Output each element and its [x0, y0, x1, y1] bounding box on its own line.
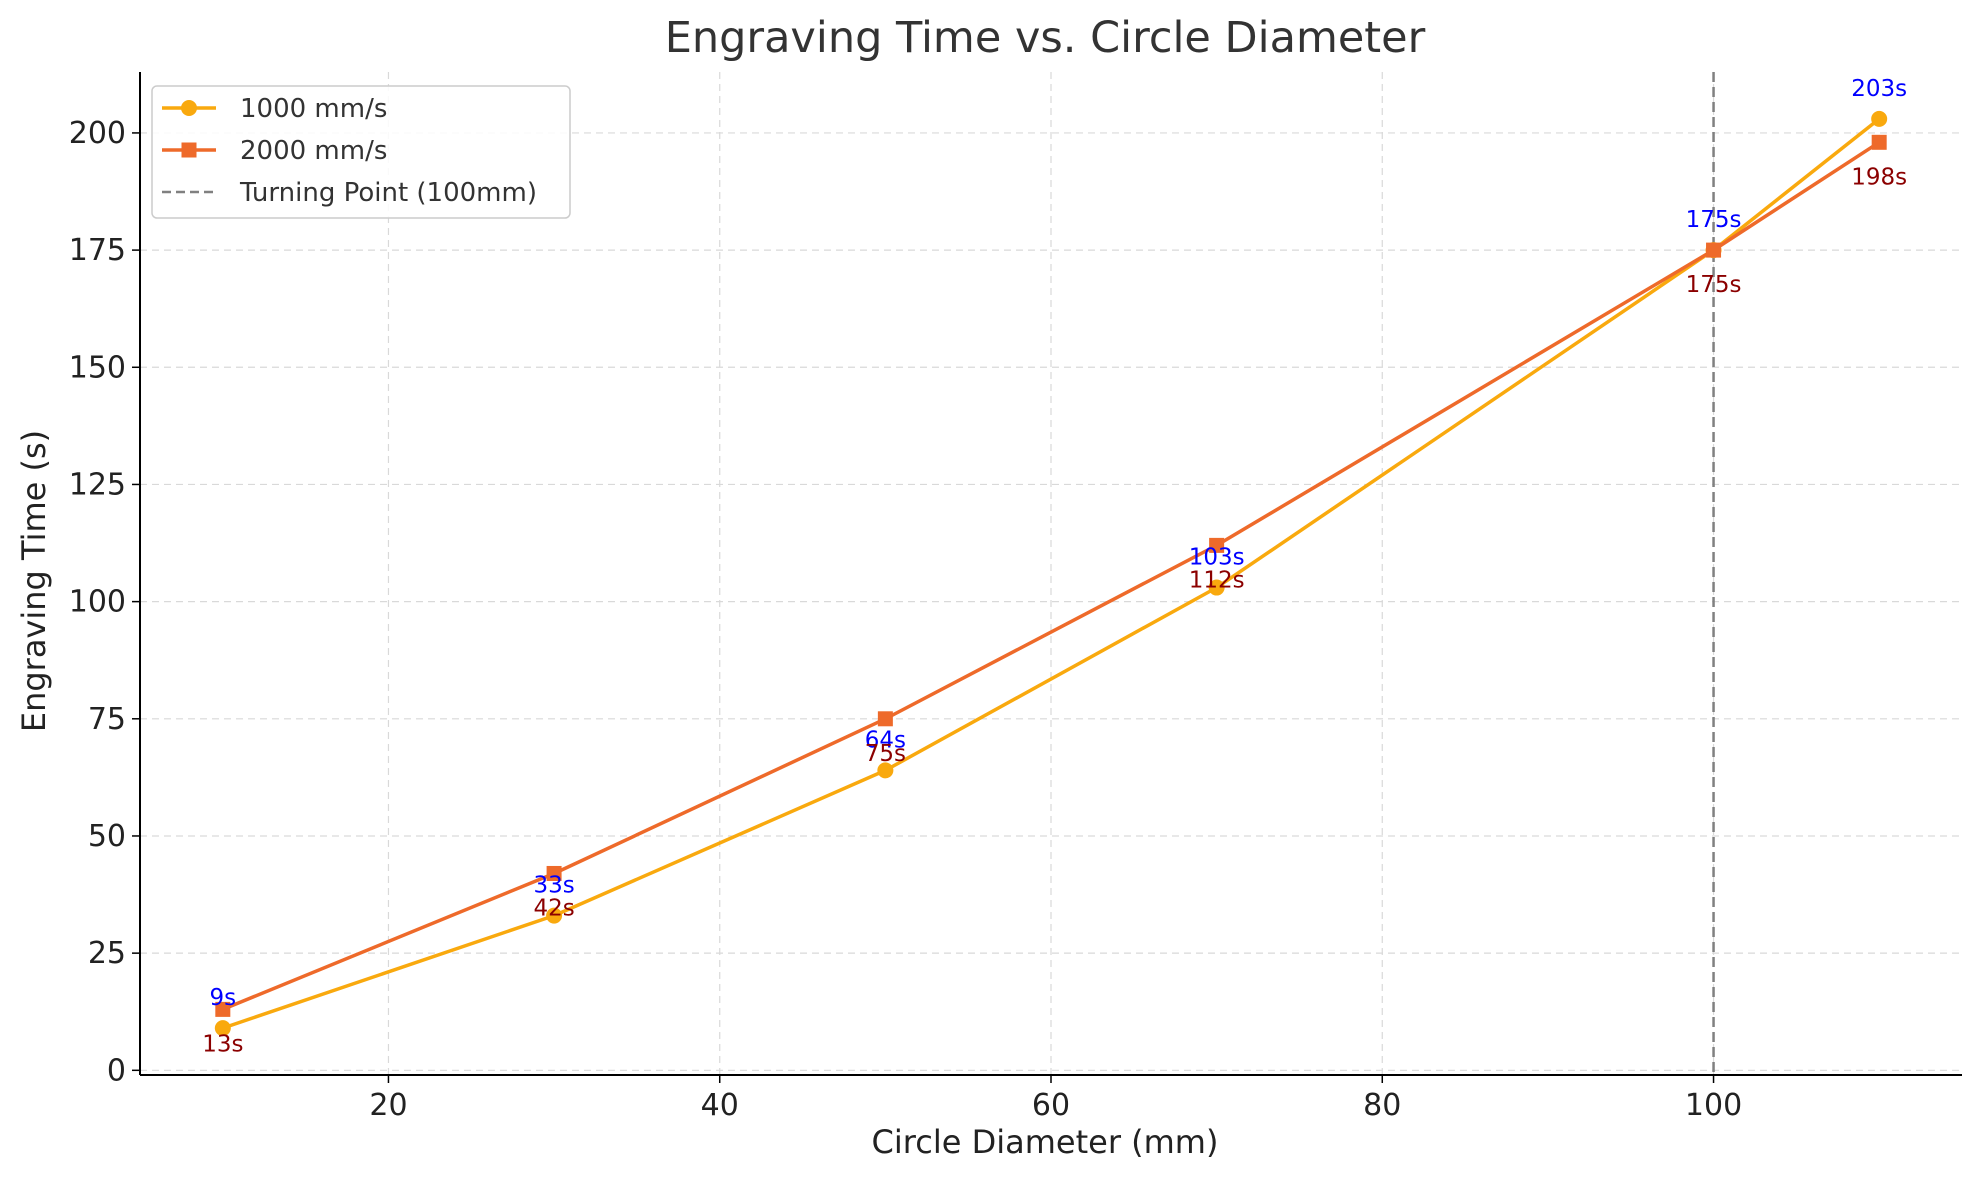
- y-axis-label: Engraving Time (s): [15, 430, 53, 732]
- data-point-marker: [1871, 134, 1887, 150]
- x-tick-label: 80: [1363, 1088, 1401, 1123]
- x-tick-label: 40: [701, 1088, 739, 1123]
- legend-swatch-marker: [181, 100, 197, 116]
- data-point-marker: [214, 1020, 231, 1037]
- data-point-marker: [1871, 110, 1888, 127]
- data-point-marker: [1706, 242, 1722, 258]
- data-label: 42s: [533, 895, 574, 921]
- data-label: 198s: [1851, 164, 1907, 190]
- y-tick-label: 125: [69, 467, 126, 502]
- y-tick-label: 25: [88, 936, 126, 971]
- x-tick-label: 20: [369, 1088, 407, 1123]
- y-tick-label: 150: [69, 350, 126, 385]
- y-tick-label: 175: [69, 233, 126, 268]
- data-label: 175s: [1686, 207, 1742, 233]
- data-label: 33s: [533, 873, 574, 899]
- legend-label: 1000 mm/s: [240, 94, 387, 124]
- data-label: 203s: [1851, 76, 1907, 102]
- legend-item: Turning Point (100mm): [162, 178, 537, 208]
- data-label: 75s: [865, 741, 906, 767]
- data-point-marker: [1208, 579, 1225, 596]
- chart-title: Engraving Time vs. Circle Diameter: [665, 13, 1426, 63]
- data-label: 103s: [1189, 545, 1245, 571]
- legend-item: 2000 mm/s: [162, 136, 387, 166]
- series-line-1: [222, 117, 1881, 1030]
- legend-label: 2000 mm/s: [240, 136, 387, 166]
- data-label: 175s: [1686, 272, 1742, 298]
- data-label: 13s: [202, 1031, 243, 1057]
- data-label: 9s: [210, 985, 237, 1011]
- data-point-marker: [546, 865, 562, 881]
- x-axis-label: Circle Diameter (mm): [872, 1123, 1219, 1161]
- legend-box: [151, 85, 571, 219]
- y-tick-label: 0: [107, 1053, 126, 1088]
- data-point-marker: [546, 907, 563, 924]
- x-tick-label: 60: [1032, 1088, 1070, 1123]
- series-line-2: [222, 140, 1881, 1012]
- y-tick-label: 200: [69, 116, 126, 151]
- data-label: 112s: [1189, 567, 1245, 593]
- y-tick-label: 100: [69, 585, 126, 620]
- data-point-marker: [1209, 537, 1225, 553]
- data-point-marker: [215, 1001, 231, 1017]
- data-point-marker: [877, 711, 893, 727]
- legend-label: Turning Point (100mm): [239, 178, 537, 208]
- y-tick-label: 75: [88, 702, 126, 737]
- legend-swatch-marker: [181, 142, 197, 158]
- legend-item: 1000 mm/s: [162, 94, 387, 124]
- y-tick-label: 50: [88, 819, 126, 854]
- data-label: 64s: [865, 727, 906, 753]
- x-tick-label: 100: [1685, 1088, 1742, 1123]
- data-point-marker: [877, 762, 894, 779]
